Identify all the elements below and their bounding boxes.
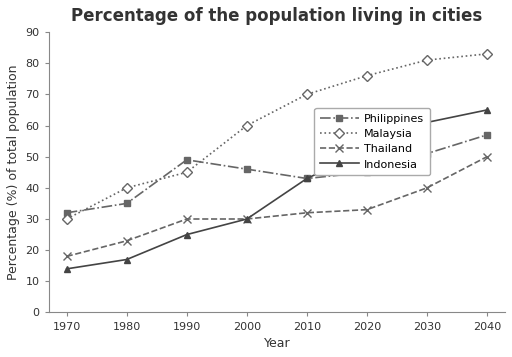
Thailand [304, 211, 310, 215]
Philippines [304, 176, 310, 181]
Indonesia [364, 148, 370, 152]
Thailand [364, 207, 370, 212]
Malaysia [63, 217, 70, 221]
Indonesia [484, 108, 490, 112]
Indonesia [244, 217, 250, 221]
Thailand [244, 217, 250, 221]
Legend: Philippines, Malaysia, Thailand, Indonesia: Philippines, Malaysia, Thailand, Indones… [314, 108, 430, 175]
Y-axis label: Percentage (%) of total population: Percentage (%) of total population [7, 65, 20, 280]
Thailand [484, 155, 490, 159]
Indonesia [63, 267, 70, 271]
Philippines [484, 133, 490, 137]
Line: Malaysia: Malaysia [63, 50, 490, 222]
Philippines [244, 167, 250, 171]
Malaysia [244, 124, 250, 128]
X-axis label: Year: Year [264, 337, 290, 350]
Malaysia [124, 186, 130, 190]
Title: Percentage of the population living in cities: Percentage of the population living in c… [71, 7, 482, 25]
Line: Indonesia: Indonesia [63, 106, 490, 272]
Indonesia [304, 176, 310, 181]
Philippines [364, 170, 370, 175]
Indonesia [424, 120, 430, 125]
Indonesia [184, 232, 190, 237]
Philippines [424, 151, 430, 156]
Indonesia [124, 257, 130, 262]
Philippines [184, 158, 190, 162]
Thailand [124, 239, 130, 243]
Thailand [424, 186, 430, 190]
Malaysia [304, 92, 310, 96]
Thailand [184, 217, 190, 221]
Line: Thailand: Thailand [62, 152, 491, 261]
Philippines [124, 201, 130, 206]
Malaysia [484, 52, 490, 56]
Malaysia [184, 170, 190, 175]
Line: Philippines: Philippines [63, 131, 490, 216]
Thailand [63, 254, 70, 258]
Malaysia [424, 58, 430, 62]
Philippines [63, 211, 70, 215]
Malaysia [364, 74, 370, 78]
